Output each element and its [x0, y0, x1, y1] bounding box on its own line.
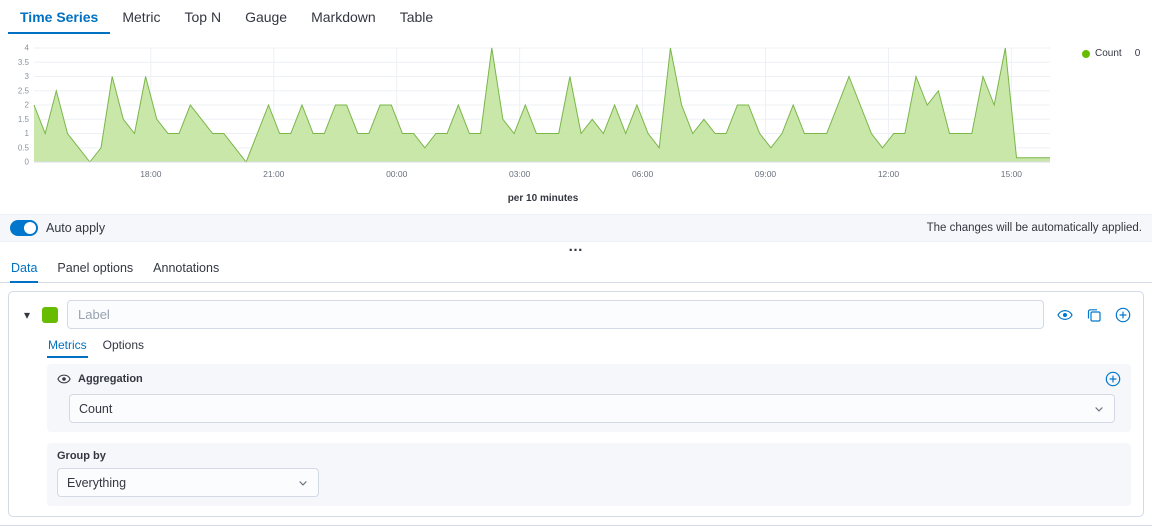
legend-series-dot — [1082, 49, 1090, 58]
svg-text:00:00: 00:00 — [386, 169, 408, 179]
panel-resize-handle[interactable]: … — [568, 238, 584, 255]
chevron-down-icon — [297, 477, 309, 489]
visualization-type-tabs: Time Series Metric Top N Gauge Markdown … — [0, 0, 1152, 34]
aggregation-visibility-eye-icon[interactable] — [57, 372, 71, 386]
svg-text:1.5: 1.5 — [18, 115, 30, 124]
series-header-row: ▾ — [21, 300, 1131, 329]
svg-text:2: 2 — [25, 101, 30, 110]
tab-annotations[interactable]: Annotations — [153, 261, 220, 275]
collapse-series-chevron-icon[interactable]: ▾ — [23, 307, 31, 322]
svg-text:21:00: 21:00 — [263, 169, 285, 179]
aggregation-select-value: Count — [79, 401, 113, 416]
chart-area: 0 0.5 1 1.5 2 2.5 3 3.5 4 18:00 21:00 00:00 03:00 06:… — [0, 34, 1152, 205]
svg-text:18:00: 18:00 — [140, 169, 162, 179]
tab-data[interactable]: Data — [10, 256, 39, 283]
group-by-title: Group by — [57, 450, 106, 462]
svg-text:12:00: 12:00 — [878, 169, 900, 179]
svg-text:03:00: 03:00 — [509, 169, 531, 179]
svg-text:06:00: 06:00 — [632, 169, 654, 179]
tab-metric[interactable]: Metric — [122, 9, 161, 25]
subtab-options[interactable]: Options — [102, 338, 145, 352]
aggregation-select[interactable]: Count — [69, 394, 1115, 423]
svg-text:09:00: 09:00 — [755, 169, 777, 179]
series-label-input[interactable] — [67, 300, 1044, 329]
subtab-metrics[interactable]: Metrics — [47, 335, 88, 358]
chart-x-axis-title: per 10 minutes — [507, 193, 579, 204]
tab-top-n[interactable]: Top N — [184, 9, 222, 25]
auto-apply-label: Auto apply — [46, 221, 106, 235]
editor-tabs: Data Panel options Annotations — [0, 256, 1152, 283]
chart-legend-item[interactable]: Count 0 — [1082, 40, 1140, 59]
svg-text:15:00: 15:00 — [1001, 169, 1023, 179]
toggle-series-visibility-eye-icon[interactable] — [1057, 307, 1073, 323]
group-by-panel: Group by Everything — [47, 443, 1131, 506]
series-actions — [1053, 307, 1131, 323]
auto-apply-toggle[interactable] — [10, 220, 38, 236]
add-series-plus-icon[interactable] — [1115, 307, 1131, 323]
legend-series-value: 0 — [1134, 48, 1141, 59]
auto-apply-toolbar: Auto apply The changes will be automatic… — [0, 214, 1152, 242]
svg-text:0.5: 0.5 — [18, 143, 30, 152]
tab-time-series[interactable]: Time Series — [8, 0, 111, 34]
add-aggregation-plus-icon[interactable] — [1105, 371, 1121, 387]
svg-text:1: 1 — [25, 129, 30, 138]
tab-gauge[interactable]: Gauge — [245, 9, 288, 25]
svg-text:4: 4 — [25, 44, 30, 53]
legend-series-label: Count — [1095, 48, 1122, 59]
clone-series-icon[interactable] — [1086, 307, 1102, 323]
tab-markdown[interactable]: Markdown — [311, 9, 376, 25]
svg-text:3.5: 3.5 — [18, 58, 30, 67]
toggle-knob — [24, 222, 36, 234]
svg-text:3: 3 — [25, 72, 30, 81]
svg-text:2.5: 2.5 — [18, 86, 30, 95]
tab-panel-options[interactable]: Panel options — [57, 261, 134, 275]
series-color-swatch[interactable] — [42, 306, 58, 323]
group-by-select[interactable]: Everything — [57, 468, 319, 497]
timeseries-chart[interactable]: 0 0.5 1 1.5 2 2.5 3 3.5 4 18:00 21:00 00:00 03:00 06:… — [4, 40, 1082, 190]
auto-apply-note: The changes will be automatically applie… — [926, 222, 1142, 234]
aggregation-panel: Aggregation Count — [47, 364, 1131, 432]
series-subtabs: Metrics Options — [47, 335, 1131, 358]
chevron-down-icon — [1093, 403, 1105, 415]
tab-table[interactable]: Table — [399, 9, 434, 25]
group-by-select-value: Everything — [67, 475, 127, 490]
aggregation-title: Aggregation — [78, 373, 143, 385]
svg-text:0: 0 — [25, 158, 30, 167]
series-card: ▾ Metrics Options Aggregation — [8, 291, 1144, 517]
